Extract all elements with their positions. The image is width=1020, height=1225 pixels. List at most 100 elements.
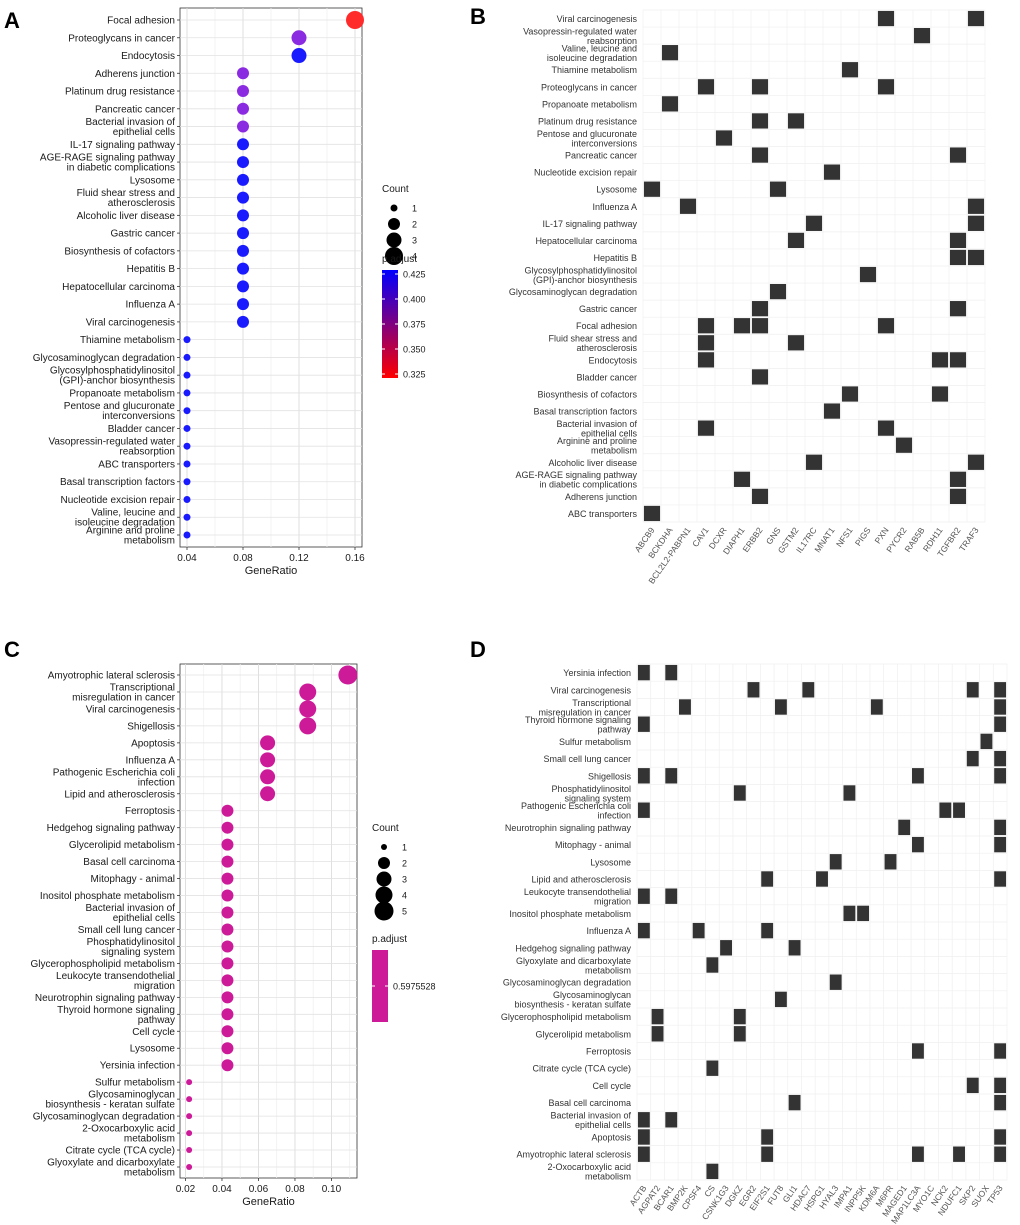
data-point: [221, 991, 234, 1004]
y-tick-label: Valine, leucine and isoleucine degradatio…: [75, 508, 175, 529]
y-tick-label: Vasopressin-regulated water reabsorption: [48, 437, 175, 458]
heatmap-panel-b: Viral carcinogenesis Vasopressin-regulate…: [509, 9, 986, 586]
heatmap-cell: [637, 767, 651, 785]
row-label: Vasopressin-regulated water reabsorption: [523, 26, 637, 46]
heatmap-cell: [829, 973, 843, 991]
data-point: [221, 838, 234, 851]
y-tick-label: Glyoxylate and dicarboxylate metabolism: [47, 1158, 175, 1179]
data-point: [237, 102, 249, 115]
row-label: Fluid shear stress and atherosclerosis: [548, 334, 637, 354]
y-tick-label: Cell cycle: [132, 1027, 175, 1038]
heatmap-cell: [841, 385, 859, 403]
heatmap-cell: [829, 853, 843, 871]
y-tick-label: Lysosome: [130, 1044, 176, 1055]
row-label: Lysosome: [590, 857, 631, 867]
heatmap-cell: [877, 10, 895, 27]
row-label: Glycosaminoglycan degradation: [503, 978, 631, 988]
data-point: [183, 460, 191, 468]
row-label: Mitophagy - animal: [555, 840, 631, 850]
data-point: [237, 209, 249, 222]
row-label: Arginine and proline metabolism: [557, 436, 637, 456]
heatmap-cell: [993, 836, 1007, 853]
heatmap-cell: [733, 784, 747, 802]
heatmap-cell: [949, 249, 967, 266]
color-legend: p.adjust 0.425 0.400 0.375 0.350 0.325: [382, 254, 426, 380]
row-label: Glycosaminoglycan degradation: [509, 287, 637, 297]
y-tick-label: 2-Oxocarboxylic acid metabolism: [82, 1124, 175, 1145]
heatmap-cell: [746, 681, 761, 699]
data-point: [260, 786, 276, 802]
y-tick-label: Viral carcinogenesis: [86, 317, 175, 328]
heatmap-cell: [883, 853, 898, 871]
y-tick-label: Citrate cycle (TCA cycle): [66, 1146, 175, 1157]
data-point: [183, 513, 191, 521]
heatmap-cell: [842, 784, 856, 802]
row-label: Pathogenic Escherichia coli infection: [521, 801, 631, 821]
heatmap-cell: [705, 1163, 719, 1180]
y-tick-label: Pancreatic cancer: [95, 104, 176, 115]
y-tick-label: Nucleotide excision repair: [60, 495, 175, 506]
size-legend-dot: [381, 844, 387, 850]
column-label: PIGS: [853, 525, 873, 548]
y-tick-label: Basal transcription factors: [60, 477, 175, 488]
size-legend-dot: [385, 247, 403, 265]
heatmap-cell: [993, 715, 1007, 733]
row-label: Pancreatic cancer: [565, 151, 637, 161]
row-label: Gastric cancer: [579, 304, 637, 314]
heatmap-cell: [931, 351, 949, 369]
heatmap-cell: [949, 146, 967, 164]
row-label: Viral carcinogenesis: [551, 685, 632, 695]
heatmap-cell: [949, 300, 967, 317]
y-tick-label: Ferroptosis: [125, 806, 175, 817]
size-legend-dot: [388, 218, 400, 230]
data-point: [260, 752, 276, 768]
heatmap-cell: [751, 146, 769, 164]
heatmap-cell: [949, 351, 967, 369]
column-label: TRAF3: [957, 525, 981, 553]
y-tick-label: Glycosaminoglycan degradation: [33, 1112, 175, 1123]
row-label: Lysosome: [596, 185, 637, 195]
heatmap-cell: [637, 1145, 651, 1163]
y-tick-label: Bladder cancer: [108, 424, 176, 435]
data-point: [183, 424, 191, 432]
heatmap-cell: [966, 750, 980, 767]
y-tick-label: Glycosylphosphatidylinositol (GPI)-anchor…: [50, 366, 175, 387]
y-tick-label: Inositol phosphate metabolism: [40, 891, 175, 902]
y-tick-label: Arginine and proline metabolism: [86, 526, 175, 547]
row-label: Endocytosis: [588, 355, 637, 365]
heatmap-cell: [760, 1145, 774, 1163]
heatmap-cell: [719, 939, 733, 957]
heatmap-cell: [931, 385, 949, 403]
row-label: Glycosaminoglycan biosynthesis - keratan …: [514, 990, 631, 1010]
color-legend-title: p.adjust: [382, 254, 417, 265]
heatmap-cell: [679, 198, 697, 215]
data-point: [183, 407, 191, 415]
size-legend-label: 1: [412, 204, 417, 214]
size-legend-dot: [376, 871, 392, 887]
dotplot-panel-c: Amyotrophic lateral sclerosisTranscripti…: [30, 663, 358, 1208]
y-tick-label: Leukocyte transendothelial migration: [56, 971, 175, 992]
heatmap-cell: [697, 419, 715, 437]
y-tick-label: Bacterial invasion of epithelial cells: [86, 903, 176, 924]
panel-label-b: B: [470, 4, 486, 29]
data-point: [186, 1079, 193, 1086]
heatmap-cell: [805, 215, 823, 232]
y-tick-label: Adherens junction: [95, 69, 175, 80]
y-tick-label: Phosphatidylinositol signaling system: [87, 937, 175, 958]
heatmap-cell: [895, 436, 913, 454]
y-tick-label: Pentose and glucuronate interconversions: [64, 401, 176, 422]
y-tick-label: Fluid shear stress and atherosclerosis: [77, 188, 175, 209]
heatmap-cell: [911, 1042, 925, 1060]
heatmap-cell: [733, 471, 751, 488]
heatmap-cell: [751, 112, 769, 130]
row-label: Hepatocellular carcinoma: [535, 236, 637, 246]
heatmap-cell: [774, 991, 788, 1008]
heatmap-cell: [993, 870, 1007, 888]
heatmap-cell: [877, 419, 895, 437]
data-point: [183, 442, 191, 450]
row-label: Transcriptional misregulation in cancer: [538, 698, 631, 718]
y-tick-label: Hepatitis B: [127, 264, 176, 275]
data-point: [237, 173, 249, 186]
y-tick-label: Sulfur metabolism: [95, 1078, 175, 1089]
data-point: [183, 353, 191, 361]
